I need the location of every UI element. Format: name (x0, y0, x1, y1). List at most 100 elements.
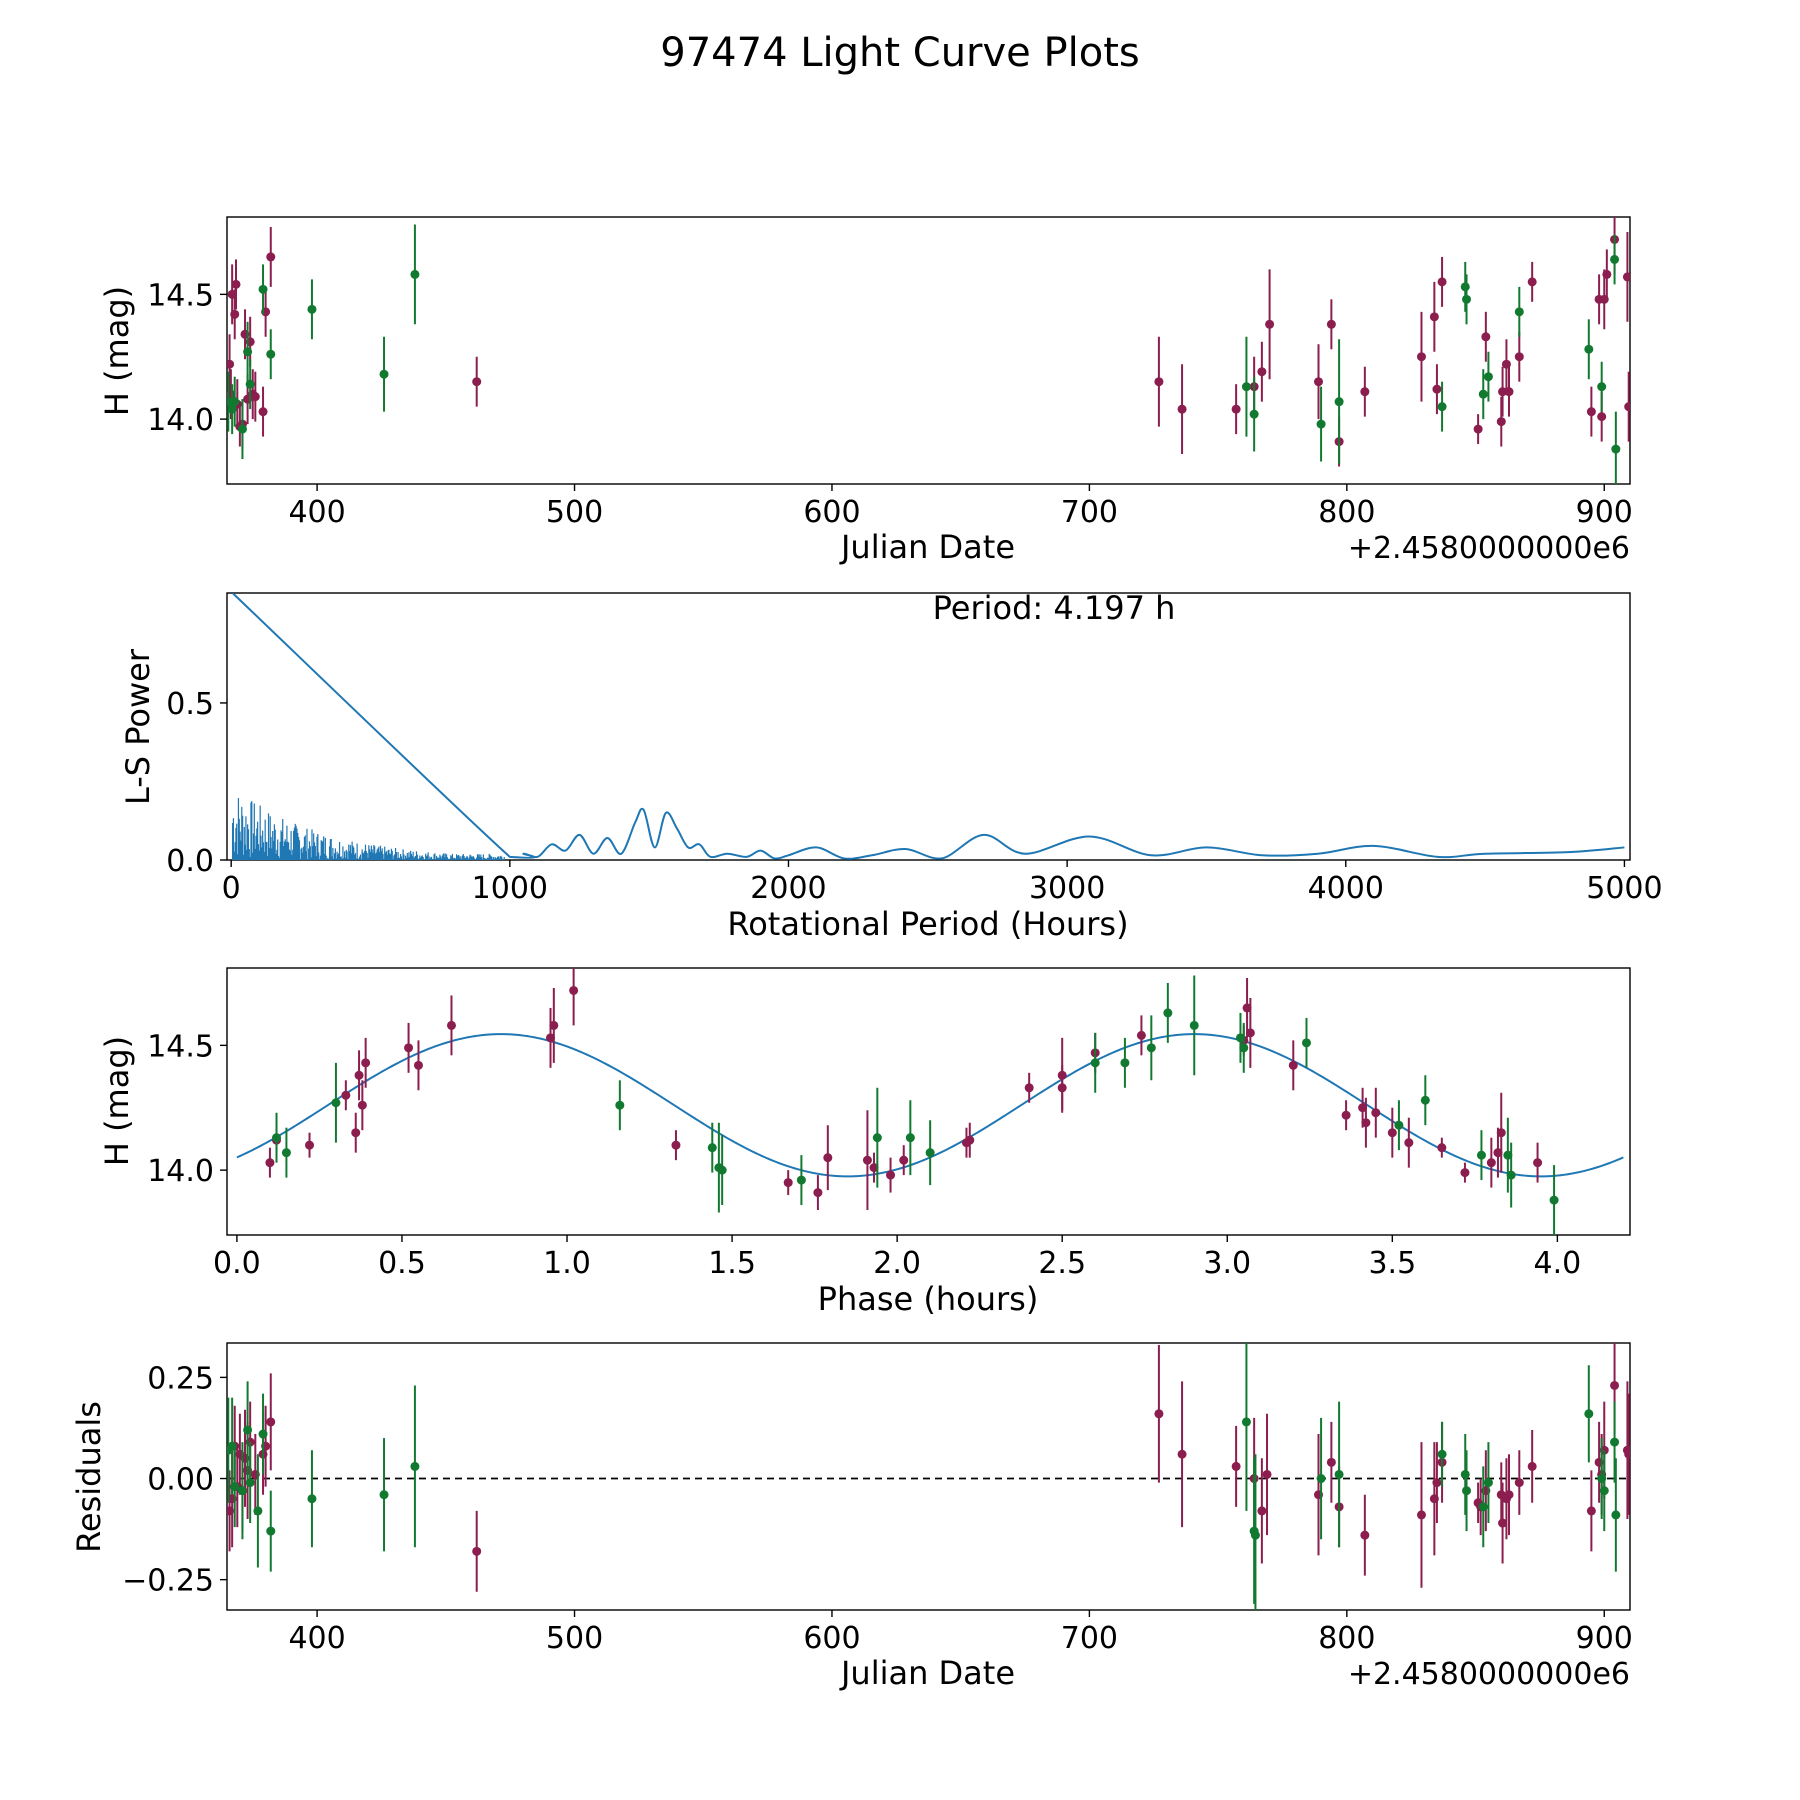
data-point (1177, 1381, 1187, 1528)
marker (1586, 407, 1596, 417)
data-point (1334, 1401, 1344, 1548)
marker (1478, 1502, 1488, 1512)
data-point (1314, 344, 1324, 420)
period-annotation: Period: 4.197 h (933, 589, 1176, 627)
x-tick-label: 900 (1576, 495, 1633, 530)
marker (1358, 1103, 1368, 1113)
marker (1334, 1469, 1344, 1479)
marker (1154, 377, 1164, 387)
data-point (272, 1112, 282, 1163)
data-point (1506, 1142, 1516, 1208)
data-point (265, 1147, 275, 1178)
marker (1189, 1020, 1199, 1030)
data-point (1504, 366, 1514, 417)
data-point (1473, 414, 1483, 445)
marker (1257, 1506, 1267, 1516)
marker (1610, 1380, 1620, 1390)
marker (872, 1133, 882, 1143)
data-point (1462, 1450, 1472, 1532)
data-point (869, 1152, 879, 1183)
x-tick-label: 500 (546, 495, 603, 530)
marker (281, 1148, 291, 1158)
data-point (446, 995, 456, 1056)
y-tick-label: 0.25 (147, 1361, 214, 1396)
marker (413, 1060, 423, 1070)
residuals-marks (227, 1343, 1630, 1610)
marker (410, 269, 420, 279)
x-tick-label: 2.5 (1038, 1246, 1086, 1281)
figure-title: 97474 Light Curve Plots (660, 30, 1139, 76)
marker (1527, 1461, 1537, 1471)
x-tick-label: 3.5 (1368, 1246, 1416, 1281)
marker (1120, 1058, 1130, 1068)
data-point (1257, 341, 1267, 402)
marker (1586, 1506, 1596, 1516)
data-point (1360, 366, 1370, 417)
marker (354, 1070, 364, 1080)
x-tick-label: 1000 (472, 871, 548, 906)
data-point (227, 334, 235, 395)
periodogram-ticks: 0 1000 2000 3000 4000 5000 0.0 0.5 (166, 687, 1662, 906)
data-point (230, 376, 240, 427)
marker (1597, 382, 1607, 392)
x-tick-label: 4000 (1308, 871, 1384, 906)
marker (1610, 1437, 1620, 1447)
data-point (1154, 1345, 1164, 1483)
marker (446, 1020, 456, 1030)
marker (266, 349, 276, 359)
marker (305, 1140, 315, 1150)
marker (1611, 1510, 1621, 1520)
data-point (230, 289, 240, 340)
marker (1514, 1478, 1524, 1488)
marker (1360, 1530, 1370, 1540)
x-tick-label: 2000 (750, 871, 826, 906)
residuals-offset-text: +2.4580000000e6 (1348, 1657, 1630, 1692)
marker (1090, 1058, 1100, 1068)
data-point (1493, 1127, 1503, 1178)
data-point (965, 1122, 975, 1158)
marker (1231, 1461, 1241, 1471)
marker (1599, 1486, 1609, 1496)
marker (862, 1155, 872, 1165)
phased-ylabel: H (mag) (98, 1036, 136, 1166)
marker (796, 1175, 806, 1185)
lightcurve-offset-text: +2.4580000000e6 (1348, 531, 1630, 566)
marker (1432, 384, 1442, 394)
data-point (1483, 1442, 1493, 1524)
marker (1177, 404, 1187, 414)
marker (1250, 1530, 1260, 1540)
data-point (1432, 1442, 1442, 1524)
data-point (1404, 1117, 1414, 1168)
marker (1476, 1150, 1486, 1160)
data-point (1146, 1015, 1156, 1081)
data-point (379, 336, 389, 412)
marker (1503, 1150, 1513, 1160)
marker (1462, 1486, 1472, 1496)
marker (869, 1163, 879, 1173)
marker (1416, 1510, 1426, 1520)
data-point (1624, 1393, 1630, 1515)
lightcurve-frame (226, 216, 1631, 485)
marker (707, 1143, 717, 1153)
data-point (1231, 384, 1241, 435)
marker (307, 1494, 317, 1504)
data-point (1478, 369, 1488, 420)
marker (899, 1155, 909, 1165)
data-point (258, 264, 268, 315)
residuals-frame (226, 1342, 1631, 1611)
lightcurve-xlabel: Julian Date (839, 528, 1015, 566)
marker (1387, 1128, 1397, 1138)
x-tick-label: 1.5 (708, 1246, 756, 1281)
data-point (1341, 1100, 1351, 1131)
x-tick-label: 400 (288, 495, 345, 530)
data-point (1597, 361, 1607, 412)
residuals-ticks: 400 500 600 700 800 900 0.25 0.00 −0.25 (122, 1361, 1633, 1656)
marker (1334, 397, 1344, 407)
data-point (1462, 274, 1472, 325)
periodogram-line (231, 593, 1625, 860)
data-point (1326, 1421, 1336, 1503)
data-point (1501, 339, 1511, 390)
marker (1611, 444, 1621, 454)
data-point (1387, 1107, 1397, 1158)
data-point (351, 1112, 361, 1153)
